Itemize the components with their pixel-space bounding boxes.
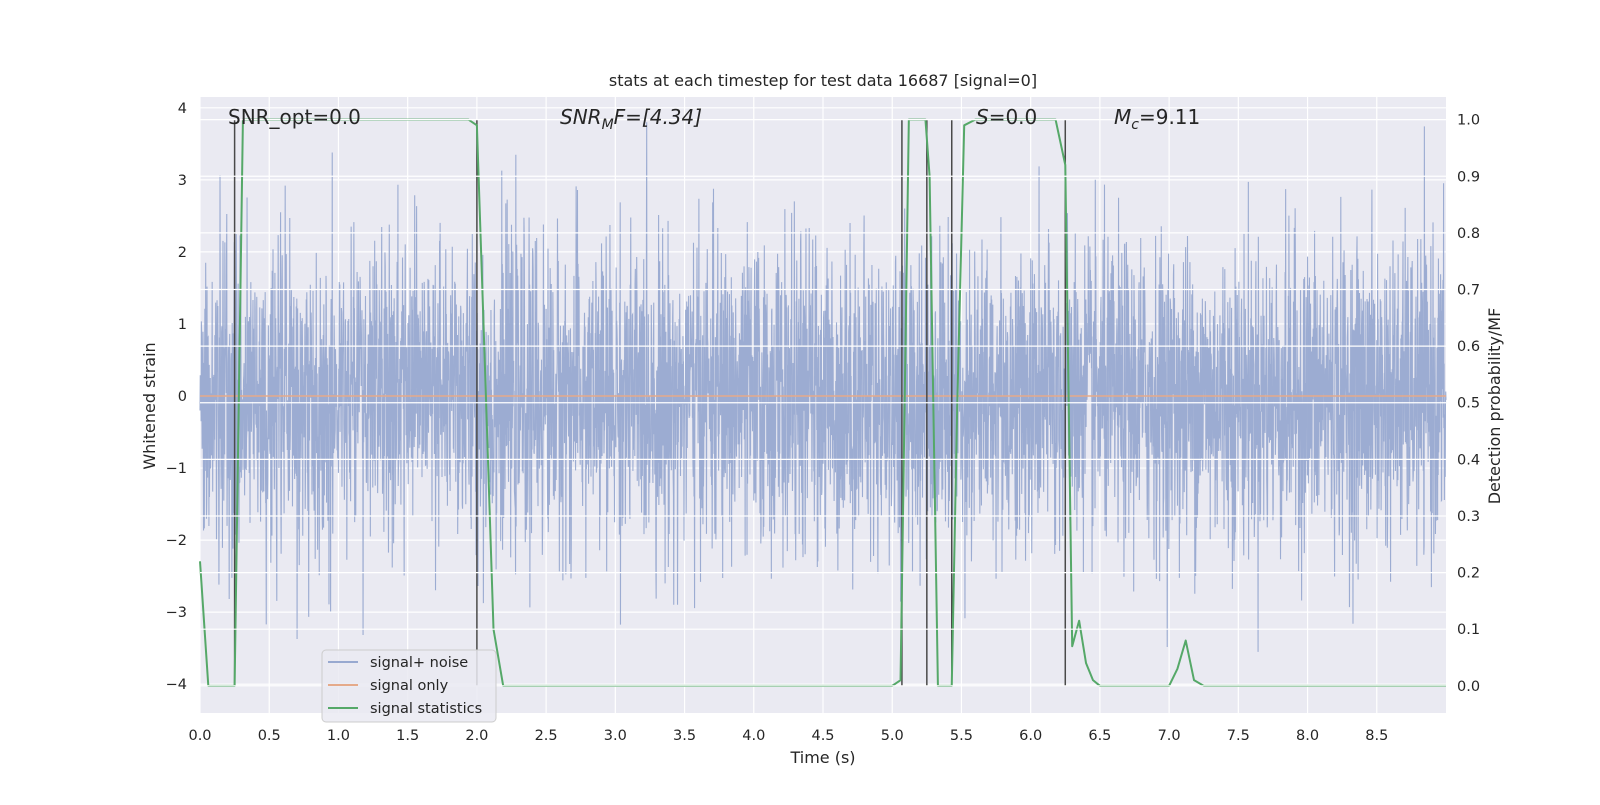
legend-box [321, 649, 497, 723]
y-right-tick-label: 0.1 [1457, 622, 1480, 638]
legend-label-signal-statistics: signal statistics [370, 701, 482, 717]
x-tick-label: 8.5 [1365, 728, 1388, 744]
x-tick-label: 8.0 [1296, 728, 1319, 744]
x-tick-label: 7.5 [1227, 728, 1250, 744]
legend-label-signal-noise: signal+ noise [370, 655, 468, 671]
y-right-tick-label: 0.7 [1457, 283, 1480, 299]
y-right-tick-label: 0.2 [1457, 566, 1480, 582]
annotation-s: S=0.0 [976, 105, 1037, 129]
annotation-mc: Mc=9.11 [1114, 105, 1200, 133]
x-tick-label: 1.5 [396, 728, 419, 744]
x-tick-label: 3.5 [673, 728, 696, 744]
y-right-tick-label: 0.8 [1457, 226, 1480, 242]
y-axis-label-right: Detection probability/MF [1485, 308, 1504, 505]
y-left-tick-label: 3 [178, 173, 187, 189]
x-tick-label: 2.0 [465, 728, 488, 744]
y-left-tick-label: −1 [166, 461, 187, 477]
annotation-snr-opt: SNR_opt=0.0 [228, 105, 361, 129]
x-tick-label: 6.0 [1019, 728, 1042, 744]
y-axis-label-left: Whitened strain [140, 342, 159, 469]
legend-label-signal-only: signal only [370, 678, 449, 694]
x-axis-label: Time (s) [789, 748, 855, 767]
x-tick-label: 2.5 [535, 728, 558, 744]
x-tick-label: 5.0 [881, 728, 904, 744]
x-tick-label: 6.5 [1088, 728, 1111, 744]
y-right-tick-label: 1.0 [1457, 113, 1480, 129]
y-left-tick-label: 1 [178, 317, 187, 333]
x-tick-label: 0.5 [258, 728, 281, 744]
y-right-tick-label: 0.9 [1457, 169, 1480, 185]
legend: signal+ noise signal only signal statist… [321, 649, 497, 723]
y-right-tick-label: 0.6 [1457, 339, 1480, 355]
y-left-tick-label: −3 [166, 605, 187, 621]
y-left-tick-label: 0 [178, 389, 187, 405]
x-tick-label: 7.0 [1158, 728, 1181, 744]
x-tick-label: 3.0 [604, 728, 627, 744]
x-tick-label: 5.5 [950, 728, 973, 744]
y-left-tick-label: −4 [166, 677, 187, 693]
chart-title: stats at each timestep for test data 166… [609, 71, 1037, 90]
x-tick-label: 1.0 [327, 728, 350, 744]
y-left-tick-label: 2 [178, 245, 187, 261]
annotation-snr-mf: SNRMF=[4.34] [560, 105, 702, 133]
y-left-tick-label: 4 [178, 101, 187, 117]
x-tick-label: 4.0 [742, 728, 765, 744]
y-right-tick-label: 0.3 [1457, 509, 1480, 525]
x-tick-label: 4.5 [811, 728, 834, 744]
y-left-tick-label: −2 [166, 533, 187, 549]
y-right-tick-label: 0.0 [1457, 679, 1480, 695]
x-tick-label: 0.0 [188, 728, 211, 744]
y-right-tick-label: 0.5 [1457, 396, 1480, 412]
series-signal-noise-line [199, 122, 1447, 652]
y-right-tick-label: 0.4 [1457, 452, 1480, 468]
